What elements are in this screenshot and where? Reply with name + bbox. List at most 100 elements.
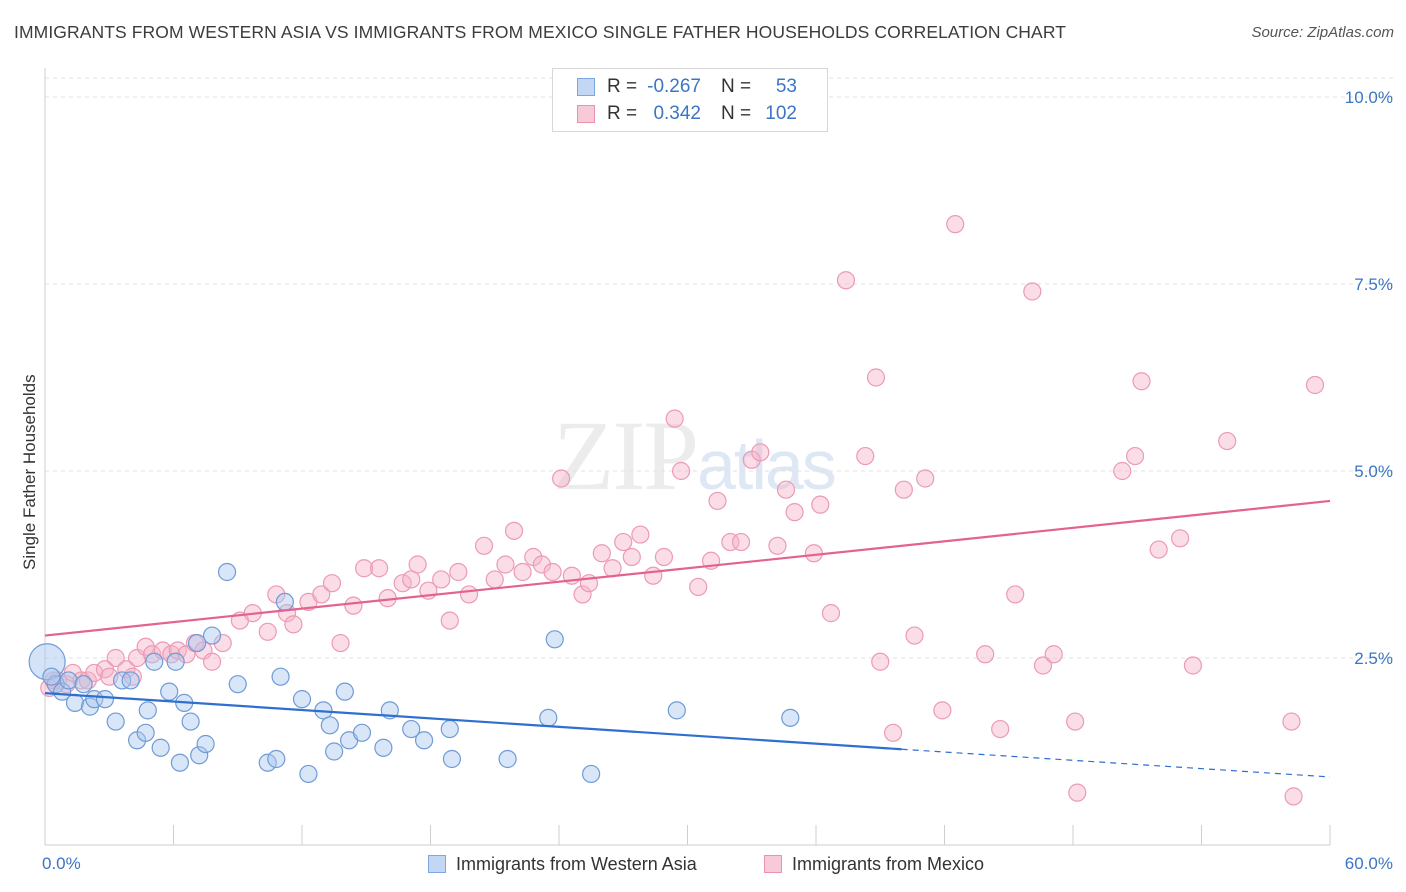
- western-asia-point: [402, 719, 421, 739]
- legend-r-label: R =: [607, 76, 638, 97]
- western-asia-point: [65, 693, 85, 712]
- western-asia-point: [166, 652, 185, 671]
- mexico-point: [1183, 656, 1203, 675]
- bottom-legend-swatch-blue: [428, 855, 446, 873]
- mexico-point: [689, 577, 708, 597]
- mexico-point: [504, 521, 524, 540]
- tick-labels: 2.5% 5.0% 7.5% 10.0% 0.0% 60.0%: [42, 88, 1393, 873]
- mexico-point: [1006, 585, 1025, 604]
- mexico-point: [331, 633, 350, 653]
- mexico-point: [1126, 446, 1145, 466]
- mexico-point: [85, 663, 104, 683]
- mexico-point: [449, 562, 468, 582]
- mexico-point: [312, 585, 331, 604]
- watermark-sub: atlas: [697, 426, 837, 504]
- western-asia-point: [160, 682, 179, 701]
- mexico-point: [485, 570, 504, 589]
- mexico-point: [106, 648, 125, 668]
- mexico-point: [654, 547, 674, 567]
- western-asia-point: [53, 682, 72, 701]
- mexico-point: [459, 585, 479, 604]
- legend-r-value: 0.342: [653, 103, 701, 124]
- bottom-legend-swatch-pink: [764, 855, 782, 873]
- mexico-point: [592, 544, 611, 563]
- western-asia-point: [414, 731, 434, 750]
- western-asia-point: [196, 734, 215, 754]
- western-asia-point: [28, 643, 66, 681]
- mexico-point: [513, 562, 532, 582]
- mexico-point: [322, 574, 342, 593]
- mexico-point: [894, 480, 913, 499]
- western-asia-point: [275, 592, 294, 612]
- western-asia-point: [95, 690, 115, 709]
- bottom-legend-label-mexico: Immigrants from Mexico: [792, 853, 985, 874]
- mexico-point: [871, 652, 890, 671]
- mexico-point: [432, 570, 451, 589]
- bottom-legend-mexico: Immigrants from Mexico: [764, 852, 984, 876]
- mexico-point: [402, 570, 421, 589]
- mexico-point: [1282, 712, 1301, 731]
- bottom-legend-label-western-asia: Immigrants from Western Asia: [456, 853, 697, 874]
- watermark-main: ZIP: [553, 400, 699, 511]
- mexico-point: [933, 701, 952, 720]
- mexico-point: [866, 368, 886, 387]
- western-asia-point: [292, 690, 312, 709]
- western-asia-point: [42, 667, 61, 686]
- mexico-point: [785, 503, 804, 522]
- trend-line-western-asia: [44, 692, 902, 751]
- legend-row-western-asia: R = -0.267 N = 53: [577, 76, 797, 98]
- western-asia-point: [352, 723, 372, 742]
- western-asia-point: [106, 712, 125, 731]
- mexico-point: [836, 271, 856, 290]
- western-asia-point: [181, 712, 200, 731]
- mexico-point: [1023, 282, 1042, 301]
- western-asia-point: [217, 562, 237, 582]
- western-asia-point: [190, 746, 209, 765]
- western-asia-point: [59, 671, 78, 690]
- mexico-point: [905, 626, 924, 645]
- mexico-point: [776, 480, 796, 499]
- trend-lines: [44, 499, 1331, 778]
- mexico-point: [731, 532, 751, 552]
- mexico-point: [622, 547, 641, 567]
- bottom-legend-western-asia: Immigrants from Western Asia: [428, 852, 697, 876]
- y-axis-label: Single Father Households: [20, 374, 39, 570]
- western-asia-point: [539, 708, 558, 727]
- mexico-point: [821, 604, 841, 623]
- western-asia-point: [325, 742, 344, 761]
- western-asia-point: [440, 719, 459, 739]
- mexico-point: [474, 536, 494, 555]
- watermark: ZIPatlas: [553, 398, 837, 513]
- mexico-point: [117, 660, 136, 679]
- mexico-point: [440, 611, 459, 630]
- western-asia-point: [320, 716, 339, 735]
- mexico-point: [142, 645, 162, 664]
- western-asia-point: [442, 749, 462, 769]
- mexico-point: [644, 566, 663, 585]
- trend-line-western-asia-extension: [901, 748, 1331, 778]
- western-asia-point: [151, 738, 170, 757]
- western-asia-point: [187, 633, 207, 653]
- western-asia-point: [121, 671, 140, 690]
- grid: [45, 77, 1395, 659]
- western-asia-point: [271, 667, 290, 686]
- legend-swatch-blue: [577, 78, 595, 96]
- mexico-point: [1033, 656, 1053, 675]
- mexico-point: [258, 622, 277, 641]
- mexico-point: [1044, 645, 1063, 664]
- mexico-point: [1284, 787, 1303, 806]
- mexico-point: [603, 559, 622, 578]
- y-tick-label: 7.5%: [1354, 275, 1393, 294]
- mexico-point: [1068, 783, 1087, 802]
- chart-title: IMMIGRANTS FROM WESTERN ASIA VS IMMIGRAN…: [14, 22, 1067, 42]
- series-mexico-points: [40, 215, 1325, 806]
- mexico-point: [136, 637, 155, 656]
- y-tick-label: 2.5%: [1354, 649, 1393, 668]
- mexico-point: [883, 723, 903, 742]
- mexico-point: [370, 559, 389, 578]
- x-tick-label-max: 60.0%: [1345, 854, 1393, 873]
- mexico-point: [631, 525, 650, 544]
- legend-n-label: N =: [721, 103, 752, 124]
- western-asia-point: [781, 708, 800, 727]
- mexico-point: [1170, 529, 1190, 548]
